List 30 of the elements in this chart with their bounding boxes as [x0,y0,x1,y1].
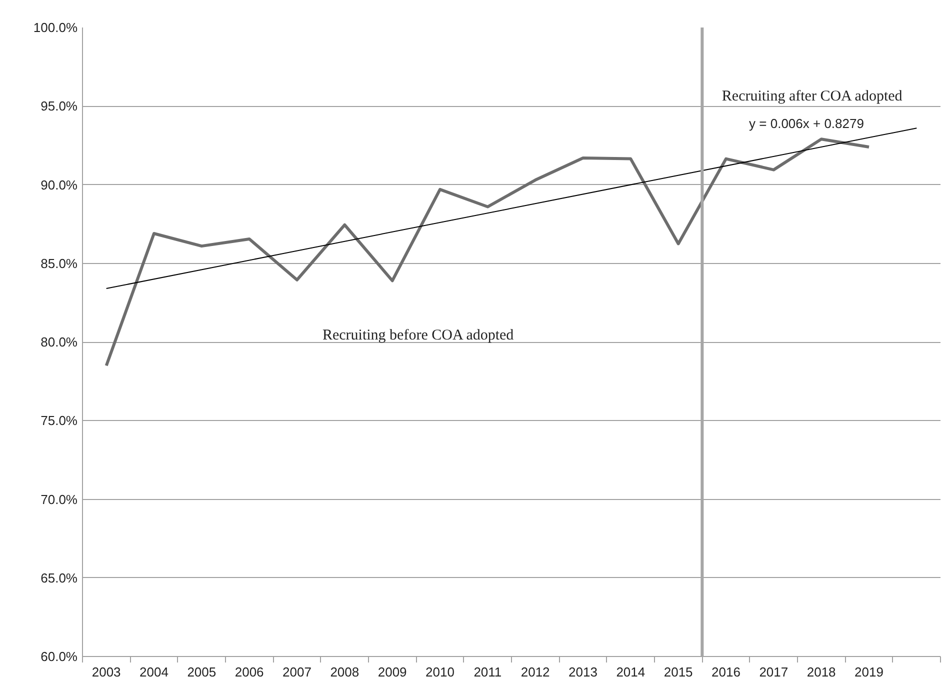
y-tick-label: 85.0% [40,256,78,271]
x-tick-label: 2017 [759,664,788,680]
x-tick-label: 2007 [282,664,312,680]
y-tick-label: 100.0% [33,20,78,35]
y-tick-label: 65.0% [40,570,78,586]
x-tick-label: 2014 [616,664,646,680]
x-tick-label: 2008 [330,664,360,680]
y-tick-label: 70.0% [40,492,78,507]
x-tick-label: 2012 [520,664,550,680]
x-tick-label: 2013 [568,664,598,680]
x-tick-label: 2010 [426,664,454,680]
x-tick-label: 2018 [806,664,836,680]
y-tick-label: 75.0% [40,413,78,428]
x-tick-label: 2009 [378,664,407,680]
y-tick-label: 60.0% [40,649,78,664]
x-tick-label: 2011 [474,664,502,680]
x-tick-label: 2019 [854,664,884,680]
x-tick-label: 2005 [187,664,216,680]
annotation: y = 0.006x + 0.8279 [749,116,864,131]
y-tick-label: 95.0% [40,98,78,114]
x-tick-label: 2003 [92,664,121,680]
y-tick-label: 80.0% [40,334,78,350]
line-series [104,138,870,368]
x-tick-label: 2016 [712,664,740,680]
x-tick-label: 2015 [664,664,693,680]
y-tick-label: 90.0% [40,177,78,192]
x-tick-label: 2004 [140,664,168,680]
annotation: Recruiting after COA adopted [722,88,903,104]
x-tick-label: 2006 [234,664,264,680]
annotation: Recruiting before COA adopted [322,328,514,344]
